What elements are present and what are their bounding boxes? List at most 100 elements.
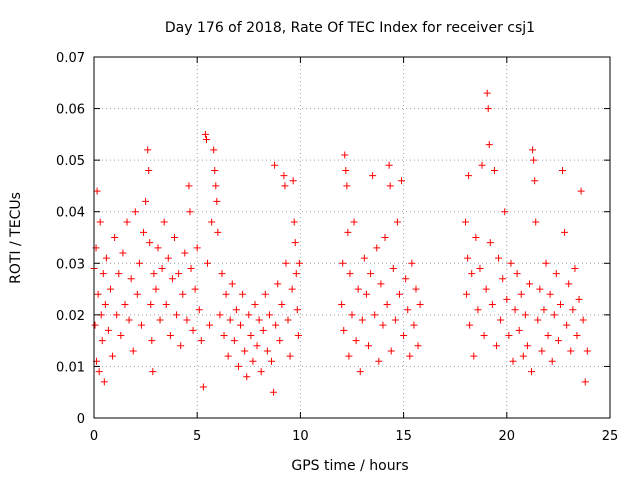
data-point [385,161,393,169]
data-point [101,301,109,309]
data-point [567,347,575,355]
data-point [158,264,166,272]
data-point [216,311,224,319]
data-point [534,316,542,324]
data-point [160,218,168,226]
data-point [548,357,556,365]
y-tick-label: 0.02 [56,309,85,324]
data-point [170,234,178,241]
data-point [259,326,267,334]
data-point [104,326,112,334]
data-point [367,270,375,278]
data-point [501,208,509,216]
data-point [255,316,263,324]
data-point [263,347,271,355]
data-point [168,275,176,283]
data-point [226,316,234,324]
data-point [291,239,299,247]
data-point [575,295,583,303]
data-point [517,290,525,298]
data-point [470,352,478,360]
data-point [371,311,379,319]
data-point [284,316,292,324]
data-point [577,187,585,195]
data-point [532,218,540,226]
data-point [395,290,403,298]
data-point [360,254,368,262]
data-point [373,244,381,252]
data-point [511,306,519,314]
data-point [289,177,297,185]
data-point [563,321,571,329]
data-point [344,228,352,236]
data-point [91,321,99,329]
data-point [164,254,172,262]
data-point [271,161,279,169]
data-point [100,378,108,386]
data-point [294,331,302,339]
data-point [472,234,480,241]
data-point [211,166,219,174]
data-point [410,321,418,329]
grid-lines [94,57,610,418]
x-tick-label: 5 [193,429,201,444]
data-point [123,218,131,226]
data-point [579,316,587,324]
data-point [150,270,158,278]
y-tick-label: 0.07 [56,51,85,66]
data-point [416,301,424,309]
data-point [206,321,214,329]
y-axis-label: ROTI / TECUs [8,192,24,284]
data-point [281,182,289,190]
data-point [343,182,351,190]
data-point [228,280,236,288]
data-point [561,228,569,236]
data-point [556,301,564,309]
data-point [181,249,189,257]
chart-title: Day 176 of 2018, Rate Of TEC Index for r… [165,20,535,36]
data-point [544,331,552,339]
data-point [540,306,548,314]
data-point [478,161,486,169]
data-point [152,285,160,293]
data-point [529,146,537,154]
data-point [94,290,102,298]
data-point [239,290,247,298]
data-point [127,275,135,283]
data-point [482,285,490,293]
data-point [113,311,121,319]
y-tick-label: 0.03 [56,257,85,272]
data-point [365,342,373,350]
y-tick-label: 0.06 [56,103,85,118]
data-point [213,197,221,205]
x-tick-label: 25 [602,429,619,444]
data-point [509,357,517,365]
data-point [107,285,115,293]
data-point [464,254,472,262]
data-point [146,239,154,247]
data-point [536,285,544,293]
data-point [465,172,473,180]
data-point [386,182,394,190]
data-point [202,136,210,144]
data-point [338,301,346,309]
data-point [526,280,534,288]
data-point [201,130,209,138]
data-point [177,342,185,350]
data-point [492,342,500,350]
data-point [220,331,228,339]
data-point [224,352,232,360]
data-point [147,301,155,309]
data-point [193,244,201,252]
data-point [175,270,183,278]
data-point [387,347,395,355]
data-point [272,321,280,329]
data-point [111,234,119,241]
data-point [148,337,156,345]
data-point [352,337,360,345]
data-point [341,151,349,159]
data-point [189,326,197,334]
data-point [569,306,577,314]
